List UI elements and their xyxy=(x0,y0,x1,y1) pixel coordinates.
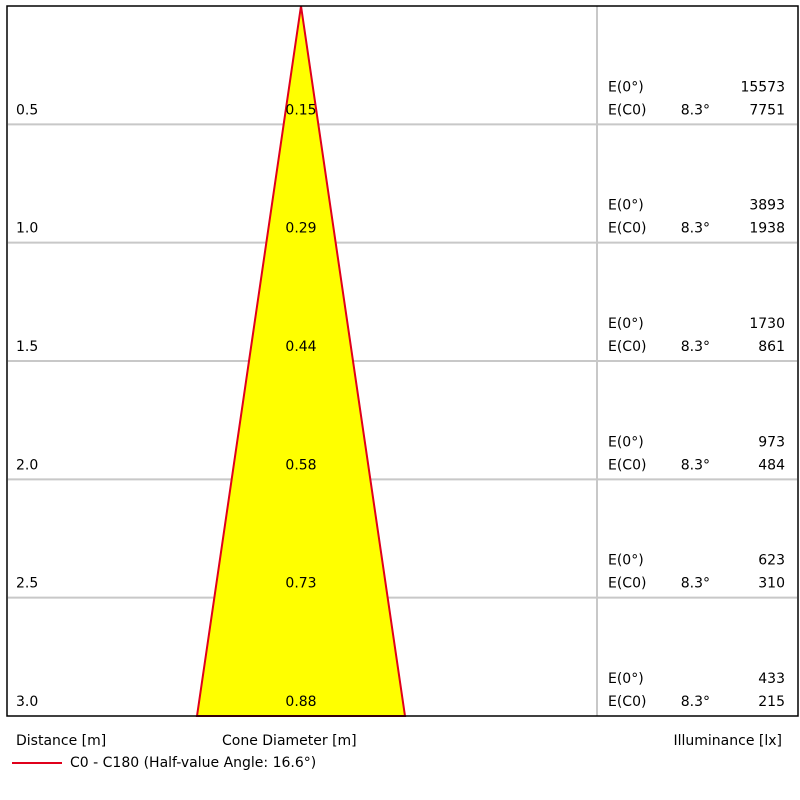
angle-value: 8.3° xyxy=(681,576,710,592)
ec-label: E(C0) xyxy=(608,457,646,473)
ec-value: 310 xyxy=(758,576,785,592)
angle-value: 8.3° xyxy=(681,221,710,237)
diameter-label: 0.88 xyxy=(285,694,316,710)
grid-lines xyxy=(8,123,797,599)
e0-label: E(0°) xyxy=(608,553,644,569)
angle-value: 8.3° xyxy=(681,694,710,710)
legend: C0 - C180 (Half-value Angle: 16.6°) xyxy=(12,754,316,772)
e0-label: E(0°) xyxy=(608,198,644,214)
diameter-axis-label: Cone Diameter [m] xyxy=(222,733,357,749)
ec-label: E(C0) xyxy=(608,339,646,355)
diameter-label: 0.73 xyxy=(285,576,316,592)
angle-value: 8.3° xyxy=(681,102,710,118)
ec-label: E(C0) xyxy=(608,102,646,118)
e0-label: E(0°) xyxy=(608,79,644,95)
e0-value: 3893 xyxy=(749,198,785,214)
distance-axis-label: Distance [m] xyxy=(16,733,107,749)
e0-label: E(0°) xyxy=(608,434,644,450)
angle-value: 8.3° xyxy=(681,339,710,355)
diameter-label: 0.29 xyxy=(285,221,316,237)
distance-label: 3.0 xyxy=(16,694,38,710)
e0-value: 15573 xyxy=(740,79,785,95)
e0-value: 973 xyxy=(758,434,785,450)
legend-swatch xyxy=(12,762,62,764)
legend-label: C0 - C180 (Half-value Angle: 16.6°) xyxy=(70,755,317,771)
chart-frame xyxy=(6,5,799,717)
angle-value: 8.3° xyxy=(681,457,710,473)
ec-value: 861 xyxy=(758,339,785,355)
distance-label: 0.5 xyxy=(16,102,38,118)
e0-value: 1730 xyxy=(749,316,785,332)
e0-label: E(0°) xyxy=(608,671,644,687)
diameter-label: 0.44 xyxy=(285,339,316,355)
diameter-label: 0.15 xyxy=(285,102,316,118)
ec-label: E(C0) xyxy=(608,694,646,710)
distance-label: 1.0 xyxy=(16,221,38,237)
e0-value: 433 xyxy=(758,671,785,687)
ec-value: 1938 xyxy=(749,221,785,237)
illuminance-axis-label: Illuminance [lx] xyxy=(673,733,783,749)
ec-value: 7751 xyxy=(749,102,785,118)
ec-label: E(C0) xyxy=(608,576,646,592)
row-labels: 0.5 0.15 E(0°) 15573 E(C0) 8.3° 7751 1.0 0.29 E(0… xyxy=(16,79,785,710)
ec-label: E(C0) xyxy=(608,221,646,237)
ec-value: 484 xyxy=(758,457,785,473)
distance-label: 2.0 xyxy=(16,457,38,473)
ec-value: 215 xyxy=(758,694,785,710)
diameter-label: 0.58 xyxy=(285,457,316,473)
e0-label: E(0°) xyxy=(608,316,644,332)
e0-value: 623 xyxy=(758,553,785,569)
distance-label: 1.5 xyxy=(16,339,38,355)
distance-label: 2.5 xyxy=(16,576,38,592)
